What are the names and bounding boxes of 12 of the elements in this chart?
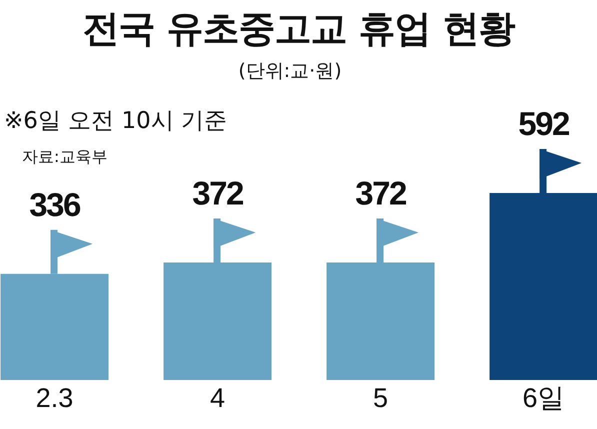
x-tick-label: 6일 [522,383,565,414]
chart-title: 전국 유초중고교 휴업 현황 [82,6,516,52]
text: 자료:교육부 [22,146,108,168]
text: ※6일 오전 10시 기준 [4,107,228,136]
data-label: 336 [29,186,81,223]
data-label: 592 [518,105,570,142]
x-tick-label: 2.3 [36,383,74,414]
chart-subtitle: (단위:교·원) [237,59,343,84]
x-tick-label: 5 [372,383,388,414]
data-label: 372 [192,174,244,212]
x-tick-label: 4 [210,383,226,414]
data-label: 372 [355,174,407,212]
